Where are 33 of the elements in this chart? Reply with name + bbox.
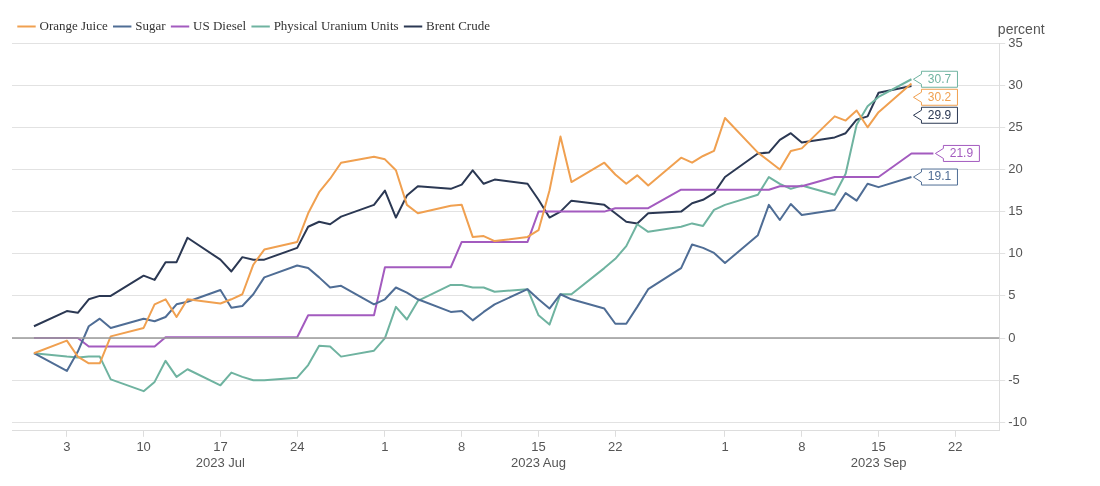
x-tick-label: 8 <box>798 439 806 455</box>
data-label: 30.7 <box>927 71 952 86</box>
y-tick-label: 20 <box>1008 161 1023 177</box>
y-tick-label: 0 <box>1008 329 1016 345</box>
x-tick-label: 15 2023 Sep <box>850 439 907 470</box>
x-tick-label: 10 <box>136 439 151 455</box>
data-label: 30.2 <box>927 89 952 104</box>
x-tick-label: 3 <box>63 439 71 455</box>
legend-label: Physical Uranium Units <box>273 17 399 33</box>
legend-label: Sugar <box>135 17 167 33</box>
x-tick-label: 15 2023 Aug <box>511 439 566 470</box>
x-tick-label: 1 <box>721 439 729 455</box>
x-tick-label: 17 2023 Jul <box>195 439 246 470</box>
y-tick-label: 35 <box>1008 34 1023 50</box>
legend-label: US Diesel <box>193 17 247 33</box>
data-label: 21.9 <box>949 145 974 160</box>
y-tick-label: 25 <box>1008 118 1023 134</box>
y-tick-label: 15 <box>1008 203 1023 219</box>
y-axis-title: percent <box>997 20 1045 37</box>
x-tick-label: 1 <box>381 439 389 455</box>
x-tick-label: 22 <box>608 439 623 455</box>
y-tick-label: 5 <box>1008 287 1016 303</box>
y-tick-label: -10 <box>1008 413 1028 429</box>
legend-label: Brent Crude <box>426 17 491 33</box>
data-label: 29.9 <box>927 107 952 122</box>
x-tick-label: 8 <box>458 439 466 455</box>
data-label: 19.1 <box>927 169 952 184</box>
x-tick-label: 24 <box>289 439 305 455</box>
x-tick-label: 22 <box>948 439 963 455</box>
y-tick-label: -5 <box>1008 371 1020 387</box>
legend-label: Orange Juice <box>39 17 108 33</box>
y-tick-label: 30 <box>1008 76 1023 92</box>
y-tick-label: 10 <box>1008 245 1023 261</box>
